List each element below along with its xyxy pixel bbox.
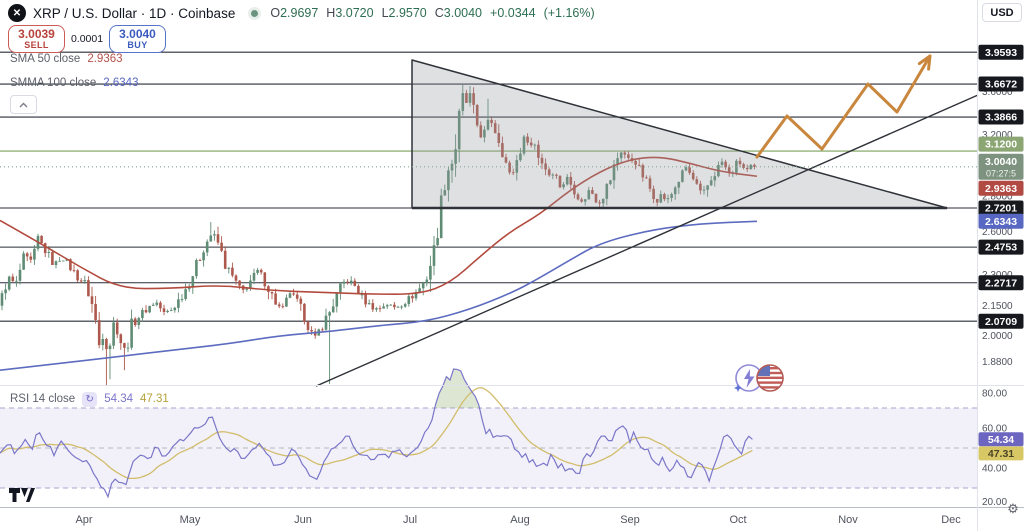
svg-text:Jul: Jul xyxy=(403,514,417,526)
high-label: H xyxy=(326,6,336,20)
open-label: O xyxy=(270,6,281,20)
rsi-value: 54.34 xyxy=(104,393,133,405)
rsi-overbought-fill xyxy=(435,369,479,408)
svg-text:1.8800: 1.8800 xyxy=(982,357,1013,368)
rsi-legend[interactable]: RSI 14 close ↻ 54.34 47.31 xyxy=(10,391,169,407)
svg-text:2.2717: 2.2717 xyxy=(985,277,1017,289)
buy-button[interactable]: 3.0040 BUY xyxy=(109,25,166,53)
rsi-refresh-icon[interactable]: ↻ xyxy=(82,391,98,407)
svg-text:3.0040: 3.0040 xyxy=(985,156,1017,168)
svg-text:Sep: Sep xyxy=(620,514,640,526)
symbol-pair-watermark xyxy=(729,360,785,401)
low-label: L xyxy=(381,6,389,20)
svg-text:20.00: 20.00 xyxy=(982,497,1007,508)
low-value: 2.9570 xyxy=(388,6,427,20)
current-price-label xyxy=(978,153,1024,180)
svg-text:Oct: Oct xyxy=(729,514,746,526)
sma-50-value: 2.9363 xyxy=(87,53,123,65)
rsi-line[interactable] xyxy=(0,368,753,499)
smma-100-name: SMMA 100 close xyxy=(10,77,97,89)
change-percent: (+1.16%) xyxy=(543,6,595,20)
svg-text:2.4753: 2.4753 xyxy=(985,242,1017,254)
svg-text:2.6343: 2.6343 xyxy=(985,216,1017,228)
xrp-logo-icon: ✕ xyxy=(8,4,26,22)
svg-text:3.2000: 3.2000 xyxy=(982,130,1013,141)
buy-label: BUY xyxy=(127,39,148,50)
high-value: 3.0720 xyxy=(335,6,374,20)
svg-text:2.1500: 2.1500 xyxy=(982,301,1013,312)
svg-text:Apr: Apr xyxy=(75,514,92,526)
rsi-signal-value: 47.31 xyxy=(139,393,169,405)
svg-text:07:27:5: 07:27:5 xyxy=(986,168,1016,178)
tradingview-logo-icon xyxy=(9,488,35,502)
rsi-name: RSI 14 close xyxy=(10,393,76,405)
rising-trendline-drawing[interactable] xyxy=(315,94,979,387)
svg-text:2.9363: 2.9363 xyxy=(985,183,1017,195)
svg-text:3.6672: 3.6672 xyxy=(985,79,1017,91)
chevron-up-icon xyxy=(19,102,28,107)
close-value: 3.0040 xyxy=(443,6,483,20)
svg-text:60.00: 60.00 xyxy=(982,424,1007,435)
projection-arrow-drawing[interactable] xyxy=(755,54,932,159)
svg-text:40.00: 40.00 xyxy=(982,464,1007,475)
trade-panel: 3.0039 SELL 0.0001 3.0040 BUY xyxy=(8,25,166,53)
smma-100-line[interactable] xyxy=(0,220,758,372)
change-value: +0.0344 xyxy=(490,6,536,20)
sell-label: SELL xyxy=(24,39,49,50)
sell-price: 3.0039 xyxy=(18,26,55,41)
collapse-legend-button[interactable] xyxy=(10,95,37,114)
tradingview-logo[interactable] xyxy=(9,488,35,508)
market-status-icon[interactable] xyxy=(251,9,259,17)
sma-50-line[interactable] xyxy=(0,156,758,296)
svg-text:3.6000: 3.6000 xyxy=(982,87,1013,98)
symbol-header: ✕ XRP / U.S. Dollar · 1D · Coinbase O 2.9… xyxy=(8,3,595,23)
svg-text:47.31: 47.31 xyxy=(988,448,1014,460)
svg-text:80.00: 80.00 xyxy=(982,389,1007,400)
sma-50-legend[interactable]: SMA 50 close 2.9363 xyxy=(10,52,123,66)
svg-text:Dec: Dec xyxy=(941,514,961,526)
rsi-band xyxy=(0,407,977,489)
xrp-coin-icon xyxy=(734,364,763,392)
price-axis-labels: 3.9593 3.6672 3.3866 3.1200 2.9363 2.72012.63… xyxy=(978,44,1024,461)
descending-triangle-drawing[interactable] xyxy=(411,59,948,209)
svg-text:2.0709: 2.0709 xyxy=(985,316,1017,328)
svg-text:May: May xyxy=(180,514,201,526)
smma-100-legend[interactable]: SMMA 100 close 2.6343 xyxy=(10,76,138,90)
svg-text:2.8000: 2.8000 xyxy=(982,192,1013,203)
svg-text:3.9593: 3.9593 xyxy=(985,47,1017,59)
close-label: C xyxy=(434,6,444,20)
currency-unit-button[interactable]: USD xyxy=(982,3,1022,22)
svg-text:54.34: 54.34 xyxy=(988,434,1014,446)
ohlc-readout: O 2.9697 H 3.0720 L 2.9570 C 3.0040 +0.0344 … xyxy=(270,6,594,20)
sma-50-name: SMA 50 close xyxy=(10,53,81,65)
svg-text:2.7201: 2.7201 xyxy=(985,203,1017,215)
svg-text:3.1200: 3.1200 xyxy=(985,139,1017,151)
projection-arrowhead xyxy=(917,54,932,71)
buy-price: 3.0040 xyxy=(119,26,156,41)
sell-button[interactable]: 3.0039 SELL xyxy=(8,25,65,53)
usd-flag-icon xyxy=(756,364,784,392)
smma-100-value: 2.6343 xyxy=(103,77,139,89)
rsi-ma-line[interactable] xyxy=(0,387,753,480)
symbol-title[interactable]: XRP / U.S. Dollar · 1D · Coinbase xyxy=(33,5,236,21)
scale-settings-gear-icon[interactable]: ⚙ xyxy=(1007,501,1019,516)
svg-text:2.6000: 2.6000 xyxy=(982,227,1013,238)
svg-text:Jun: Jun xyxy=(294,514,312,526)
svg-text:Nov: Nov xyxy=(838,514,858,526)
svg-text:2.0000: 2.0000 xyxy=(982,331,1013,342)
spread-value: 0.0001 xyxy=(65,32,109,46)
open-value: 2.9697 xyxy=(280,6,319,20)
svg-text:3.3866: 3.3866 xyxy=(985,112,1017,124)
svg-text:Aug: Aug xyxy=(510,514,530,526)
time-axis[interactable]: Apr May Jun Jul Aug Sep Oct Nov Dec xyxy=(75,514,961,526)
